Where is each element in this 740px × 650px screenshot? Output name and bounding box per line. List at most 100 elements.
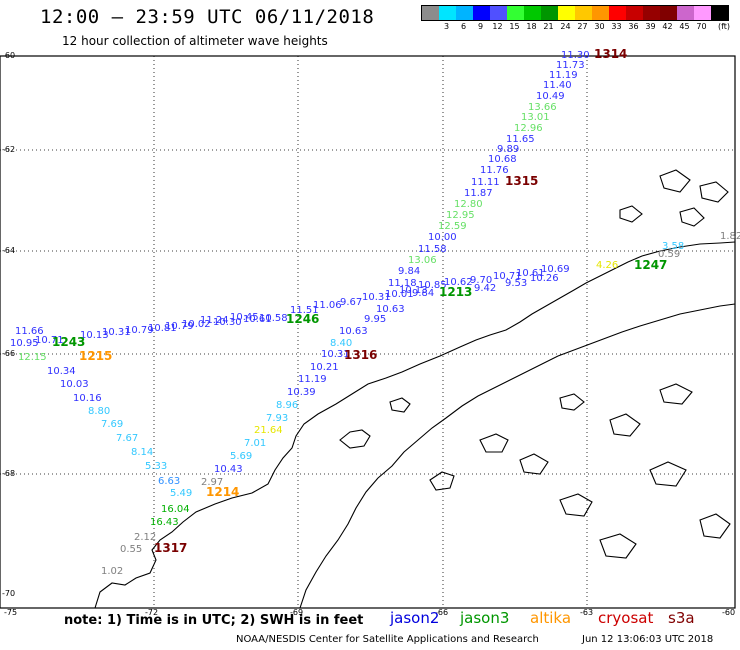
wave-height-label: 10.81	[148, 323, 177, 334]
page-title: 12:00 – 23:59 UTC 06/11/2018	[40, 6, 375, 28]
wave-height-label: 5.33	[145, 461, 167, 472]
wave-height-label: 10.49	[536, 91, 565, 102]
wave-height-label: 11.76	[480, 165, 509, 176]
wave-height-label: 10.26	[530, 273, 559, 284]
scale-swatch	[422, 6, 439, 20]
scale-swatch	[558, 6, 575, 20]
wave-height-label: 10.30	[213, 317, 242, 328]
longitude-label: -60	[722, 608, 735, 617]
longitude-label: -72	[145, 608, 158, 617]
wave-height-label: 10.43	[214, 464, 243, 475]
wave-height-label: 10.21	[310, 362, 339, 373]
wave-height-label: 11.87	[464, 188, 493, 199]
wave-height-label: 12.95	[446, 210, 475, 221]
wave-height-label: 1.82	[720, 231, 740, 242]
wave-height-label: 0.55	[120, 544, 142, 555]
legend-item-jason3: jason3	[460, 609, 510, 627]
scale-swatch	[541, 6, 558, 20]
wave-height-label: 11.19	[549, 70, 578, 81]
wave-height-label: 21.64	[254, 425, 283, 436]
wave-height-label: 10.61	[516, 268, 545, 279]
pass-id: 1314	[594, 47, 627, 61]
wave-height-label: 11.66	[15, 326, 44, 337]
scale-swatch	[677, 6, 694, 20]
cross-track-value-labels: 10.71 10.1310.3110.7910.8110.7910.0211.24…	[35, 231, 740, 346]
wave-height-label: 1.02	[101, 566, 123, 577]
wave-height-label: 9.89	[497, 144, 519, 155]
legend-item-altika: altika	[530, 609, 572, 627]
page-subtitle: 12 hour collection of altimeter wave hei…	[62, 34, 328, 48]
scale-label: 33	[611, 22, 622, 31]
wave-height-label: 7.67	[116, 433, 138, 444]
scale-swatch	[507, 6, 524, 20]
wave-height-label: 10.45	[230, 312, 259, 323]
wave-height-label: 2.97	[201, 477, 223, 488]
wave-height-label: 6.63	[158, 476, 180, 487]
longitude-label: -69	[290, 608, 303, 617]
pass-id: 1316	[344, 348, 377, 362]
scale-swatch	[711, 6, 728, 20]
scale-label: 45	[679, 22, 690, 31]
wave-height-label: 5.69	[230, 451, 252, 462]
wave-height-label: 10.13	[80, 330, 109, 341]
timestamp: Jun 12 13:06:03 UTC 2018	[582, 634, 714, 645]
wave-height-label: 10.39	[287, 387, 316, 398]
wave-height-label: 4.26	[596, 260, 618, 271]
scale-label: 9	[477, 22, 484, 31]
wave-height-label: 9.67	[340, 297, 362, 308]
wave-height-label: 3.58	[662, 241, 684, 252]
scale-label: 3	[443, 22, 450, 31]
longitude-label: -63	[580, 608, 593, 617]
wave-height-label: 13.66	[528, 102, 557, 113]
wave-height-label: 12.59	[438, 221, 467, 232]
wave-height-label: 12.15	[18, 352, 47, 363]
scale-swatch	[490, 6, 507, 20]
wave-height-label: 10.31	[102, 327, 131, 338]
scale-swatch	[643, 6, 660, 20]
wave-height-label: 11.58	[418, 244, 447, 255]
latitude-label: -62	[2, 145, 15, 154]
scale-swatch	[524, 6, 541, 20]
wave-height-label: 9.84	[398, 266, 420, 277]
wave-height-label: 9.42	[474, 283, 496, 294]
scale-swatch	[660, 6, 677, 20]
wave-height-label: 11.73	[556, 60, 585, 71]
wave-height-label: 12.80	[454, 199, 483, 210]
wave-height-label: 7.01	[244, 438, 266, 449]
wave-height-label: 10.00	[428, 232, 457, 243]
wave-height-label: 10.63	[376, 304, 405, 315]
scale-swatch	[592, 6, 609, 20]
pass-id: 1213	[439, 285, 472, 299]
wave-height-label: 11.24	[200, 315, 229, 326]
wave-height-label: 5.49	[170, 488, 192, 499]
wave-height-label: 0.59	[658, 249, 680, 260]
wave-height-label: 10.31	[362, 292, 391, 303]
legend-item-jason2: jason2	[390, 609, 440, 627]
wave-height-label: 11.30	[561, 50, 590, 61]
scale-label: 70	[696, 22, 707, 31]
wave-height-label: 16.43	[150, 517, 179, 528]
wave-height-label: 2.12	[134, 532, 156, 543]
footer-note: note: 1) Time is in UTC; 2) SWH is in fe…	[64, 613, 364, 628]
wave-height-label: 11.11	[471, 177, 500, 188]
wave-height-label: 9.95	[364, 314, 386, 325]
wave-height-label: 10.71	[493, 271, 522, 282]
scale-unit: (ft)	[717, 22, 731, 31]
scale-label: 21	[543, 22, 554, 31]
graticule	[0, 56, 735, 608]
color-scale-bar	[421, 5, 729, 21]
wave-height-label: 11.51	[290, 305, 319, 316]
wave-height-label: 10.13	[399, 285, 428, 296]
wave-height-label: 10.62	[444, 277, 473, 288]
scale-label: 30	[594, 22, 605, 31]
wave-height-label: 10.61	[243, 314, 272, 325]
latitude-label: -68	[2, 469, 15, 478]
legend-item-cryosat: cryosat	[598, 609, 654, 627]
pass-id: 1317	[154, 541, 187, 555]
wave-height-label: 10.71	[35, 335, 64, 346]
wave-height-label: 11.40	[543, 80, 572, 91]
wave-height-label: 11.19	[298, 374, 327, 385]
pass-id: 1215	[79, 349, 112, 363]
latitude-label: -70	[2, 589, 15, 598]
wave-height-label: 10.03	[60, 379, 89, 390]
